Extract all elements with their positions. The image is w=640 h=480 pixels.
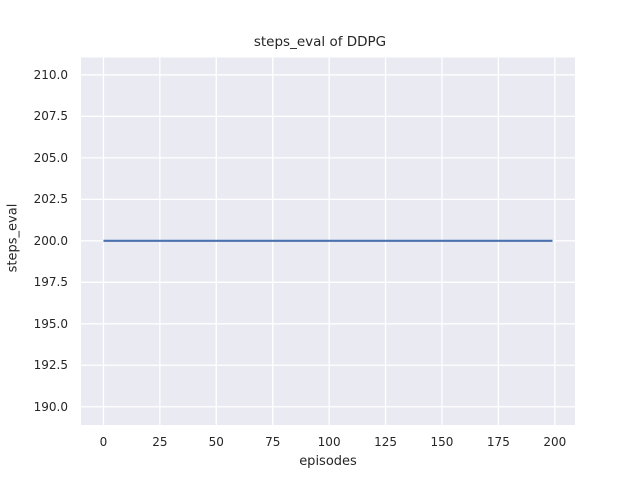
y-tick-label: 207.5: [33, 109, 68, 124]
chart-title: steps_eval of DDPG: [253, 34, 387, 50]
x-tick-label: 100: [317, 435, 341, 449]
y-tick-label: 197.5: [33, 275, 68, 290]
x-axis-label: episodes: [299, 454, 357, 469]
x-tick-label: 200: [543, 435, 567, 449]
y-tick-label: 192.5: [33, 358, 68, 373]
x-tick-label: 0: [99, 435, 108, 449]
x-tick-label: 75: [265, 435, 281, 449]
y-tick-label: 205.0: [33, 150, 68, 165]
y-tick-label: 210.0: [33, 67, 68, 82]
y-tick-label: 195.0: [33, 316, 68, 331]
x-tick-label: 175: [486, 435, 510, 449]
y-tick-label: 200.0: [33, 233, 68, 248]
y-tick-label: 202.5: [33, 192, 68, 207]
x-tick-label: 50: [208, 435, 224, 449]
x-tick-label: 25: [152, 435, 168, 449]
x-tick-label: 125: [374, 435, 397, 449]
x-tick-label: 150: [430, 435, 454, 449]
y-tick-label: 190.0: [33, 399, 68, 414]
